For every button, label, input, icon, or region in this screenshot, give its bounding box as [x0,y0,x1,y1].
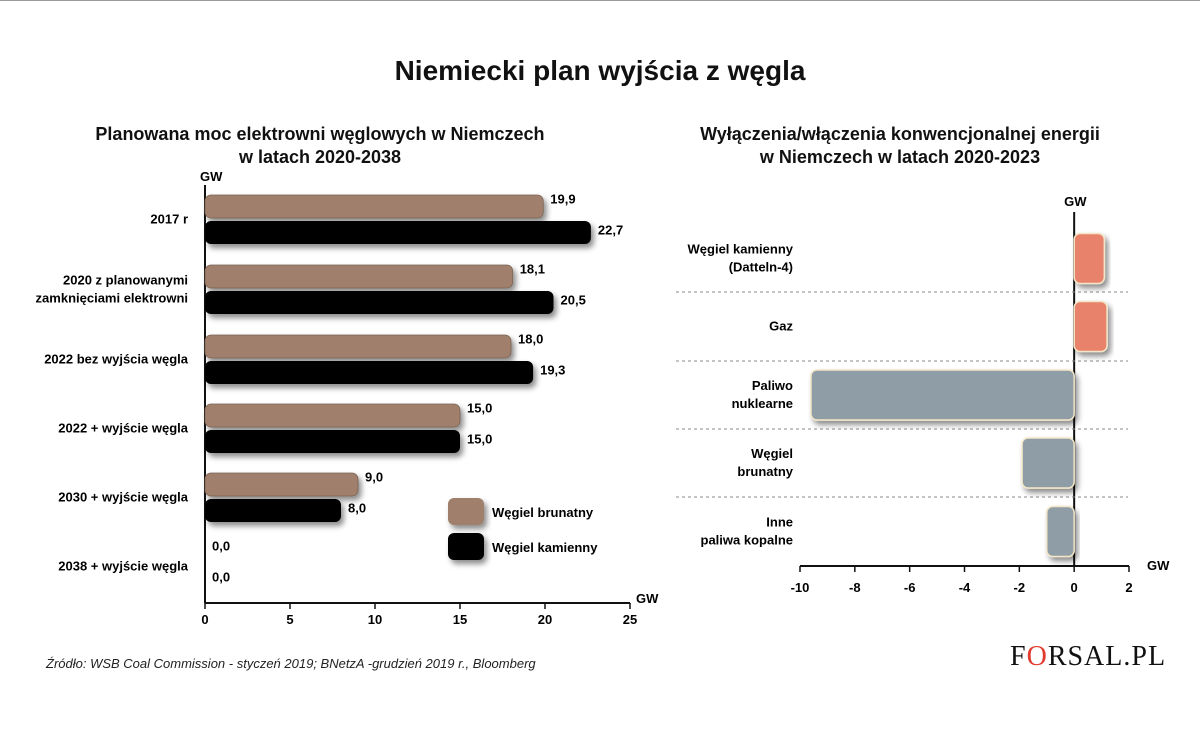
right-bar [810,369,1075,421]
left-x-tick-label: 15 [453,612,467,627]
right-category-label: Węgiel [751,446,793,461]
left-category-label: 2022 + wyjście węgla [58,421,188,436]
left-legend-swatch [448,498,484,525]
left-bar-chart: GW GW 0 5 10 15 20 25 2017 r 19,9 22,7 2020 z plano… [36,169,660,627]
left-chart-title: Planowana moc elektrowni węglowych w Nie… [60,123,580,169]
left-bar [205,291,554,314]
left-bar [205,361,534,384]
right-x-tick-label: 2 [1125,580,1132,595]
right-category-label: nuklearne [732,396,793,411]
top-divider [0,0,1200,1]
left-chart-title-line-2: w latach 2020-2038 [238,147,402,167]
left-category-label: 2038 + wyjście węgla [58,559,188,574]
left-bar-data-label: 15,0 [467,432,492,447]
right-x-tick-label: -4 [959,580,971,595]
left-category-label: 2030 + wyjście węgla [58,490,188,505]
left-unit-label: GW [200,169,223,184]
left-legend-swatch [448,533,484,560]
left-legend-label: Węgiel brunatny [492,505,594,520]
left-bar-data-label: 22,7 [598,223,623,238]
left-bar-data-label: 19,9 [550,192,575,207]
left-bar-data-label: 0,0 [212,539,230,554]
right-x-tick-label: -8 [849,580,861,595]
right-unit-label: GW [1064,194,1087,209]
right-category-label: (Datteln-4) [729,260,793,275]
right-chart-title: Wyłączenia/włączenia konwencjonalnej ene… [640,123,1160,169]
right-x-tick-label: -10 [791,580,810,595]
right-x-tick-label: -2 [1014,580,1026,595]
left-x-unit-label: GW [636,591,659,606]
left-bar [204,334,512,359]
left-bar [204,264,514,289]
left-category-label: 2022 bez wyjścia węgla [44,352,189,367]
left-bar-data-label: 8,0 [348,501,366,516]
left-bar [205,430,460,453]
forsal-logo: FORSAL.PL [1010,641,1167,672]
right-bar [1046,505,1075,558]
right-x-tick-label: 0 [1071,580,1078,595]
left-legend-label: Węgiel kamienny [492,540,598,555]
left-bar [205,499,341,522]
left-x-tick-label: 0 [201,612,208,627]
right-category-label: Paliwo [752,378,793,393]
right-category-label: Inne [766,515,793,530]
left-x-tick-label: 5 [286,612,293,627]
left-bar [205,221,591,244]
right-category-label: brunatny [737,464,793,479]
left-x-tick-label: 10 [368,612,382,627]
left-bar-data-label: 18,0 [518,332,543,347]
right-chart-title-line-1: Wyłączenia/włączenia konwencjonalnej ene… [700,124,1100,144]
left-category-label: 2017 r [150,212,188,227]
right-x-unit-label: GW [1147,558,1170,573]
right-x-tick-label: -6 [904,580,916,595]
left-bar-data-label: 19,3 [540,363,565,378]
left-x-tick-label: 20 [538,612,552,627]
right-category-label: Węgiel kamienny [688,242,794,257]
left-bar-data-label: 15,0 [467,401,492,416]
left-bar-data-label: 9,0 [365,470,383,485]
left-x-tick-label: 25 [623,612,637,627]
right-bar [1073,232,1106,285]
right-category-label: paliwa kopalne [701,533,793,548]
right-bar-chart: GW GW -10 -8 -6 -4 -2 0 2 Węgiel kamienny (Datteln… [676,194,1170,595]
left-bar-data-label: 20,5 [561,293,586,308]
right-bar [1021,437,1075,489]
left-bar [204,194,544,219]
left-bar [204,472,359,497]
left-category-label: 2020 z planowanymi [63,273,188,288]
left-category-label: zamknięciami elektrowni [36,291,188,306]
left-chart-title-line-1: Planowana moc elektrowni węglowych w Nie… [95,124,545,144]
right-chart-title-line-2: w Niemczech w latach 2020-2023 [759,147,1041,167]
left-bar [204,403,461,428]
left-bar-data-label: 18,1 [520,262,545,277]
right-category-label: Gaz [769,319,793,334]
right-bar [1073,300,1108,353]
left-bar-data-label: 0,0 [212,570,230,585]
page-title: Niemiecki plan wyjścia z węgla [394,55,806,86]
source-note: Źródło: WSB Coal Commission - styczeń 20… [46,656,536,671]
